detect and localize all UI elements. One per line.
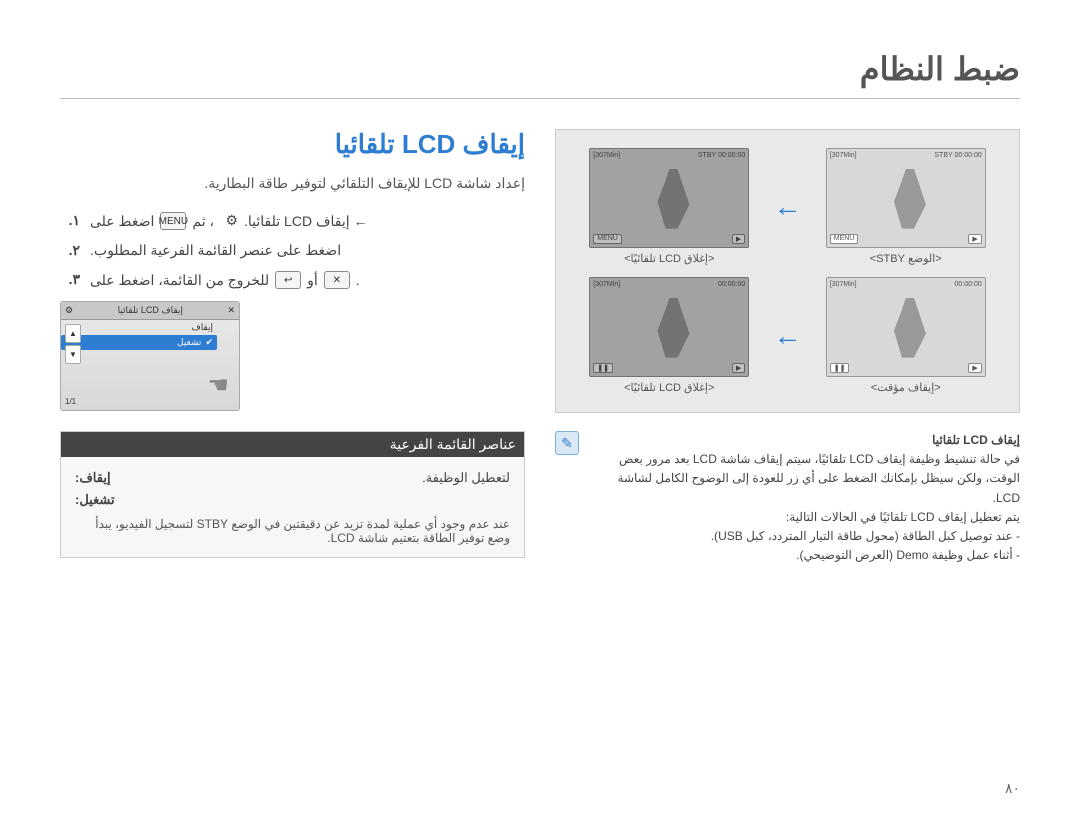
- return-icon: ↩: [275, 271, 301, 289]
- note-block: ✎ إيقاف LCD تلقائيا في حالة تنشيط وظيفة …: [555, 431, 1020, 565]
- camera-shot-dim: 00:00:00 [307Min] ▶ ❚❚: [589, 277, 749, 377]
- play-icon: ▶: [968, 234, 981, 244]
- section-intro: إعداد شاشة LCD للإيقاف التلقائي لتوفير ط…: [60, 175, 525, 192]
- step-text: ، ثم: [192, 213, 214, 230]
- page-title: ضبط النظام: [60, 50, 1020, 99]
- menu-item-on: تشغيل: [65, 337, 201, 348]
- illustration-panel: STBY 00:00:00 [307Min] ▶ MENU <الوضع STB…: [555, 129, 1020, 413]
- step-3: ٣. للخروج من القائمة، اضغط على ↩ أو ✕ .: [60, 271, 525, 289]
- caption-lcd-off: <إغلاق LCD تلقائيًا>: [574, 252, 765, 265]
- pause-icon: ❚❚: [830, 363, 850, 373]
- note-line: في حالة تنشيط وظيفة إيقاف LCD تلقائيًا، …: [618, 452, 1020, 504]
- submenu-value: لتعطيل الوظيفة.: [422, 470, 510, 486]
- arrow-icon: ←: [773, 320, 803, 352]
- submenu-value: عند عدم وجود أي عملية لمدة تزيد عن دقيقت…: [75, 517, 510, 545]
- step-number: ٢.: [60, 242, 80, 259]
- pause-icon: ❚❚: [593, 363, 613, 373]
- section-heading: إيقاف LCD تلقائيا: [60, 129, 525, 160]
- menu-screenshot: ✕ إيقاف LCD تلقائيا ⚙ ▲ ▼ إيقاف ✔ تشغيل …: [60, 301, 240, 411]
- hand-pointer-icon: ☚: [207, 371, 229, 400]
- menu-icon: MENU: [830, 234, 859, 244]
- submenu-row: تشغيل:: [75, 489, 510, 511]
- arrow-icon: ←: [773, 191, 803, 223]
- down-arrow-icon: ▼: [65, 345, 81, 364]
- camera-shot-dim: STBY 00:00:00 [307Min] ▶ MENU: [589, 148, 749, 248]
- time-label: [307Min]: [830, 152, 857, 159]
- up-arrow-icon: ▲: [65, 324, 81, 343]
- menu-button-icon: MENU: [160, 212, 186, 230]
- gear-icon: ⚙: [65, 305, 73, 316]
- submenu-label: تشغيل:: [75, 492, 115, 508]
- note-line: - أثناء عمل وظيفة Demo (العرض التوضيحي).: [796, 548, 1020, 562]
- gear-icon: ⚙: [220, 212, 238, 230]
- play-icon: ▶: [732, 363, 745, 373]
- play-icon: ▶: [968, 363, 981, 373]
- menu-close-icon: ✕: [227, 305, 235, 316]
- step-text: أو: [307, 272, 318, 289]
- step-2: ٢. اضغط على عنصر القائمة الفرعية المطلوب…: [60, 242, 525, 259]
- note-line: - عند توصيل كبل الطاقة (محول طاقة التيار…: [711, 529, 1020, 543]
- pager-text: 1/1: [65, 397, 76, 406]
- step-number: ١.: [60, 212, 80, 229]
- submenu-row: إيقاف: لتعطيل الوظيفة.: [75, 467, 510, 489]
- caption-stby: <الوضع STBY>: [811, 252, 1002, 265]
- submenu-panel: عناصر القائمة الفرعية إيقاف: لتعطيل الوظ…: [60, 431, 525, 558]
- step-1: ١. اضغط على MENU ، ثم ⚙ ← إيقاف LCD تلقا…: [60, 212, 525, 230]
- menu-title: إيقاف LCD تلقائيا: [118, 305, 183, 316]
- step-text: للخروج من القائمة، اضغط على: [90, 272, 269, 289]
- note-icon: ✎: [555, 431, 579, 455]
- submenu-header: عناصر القائمة الفرعية: [61, 432, 524, 457]
- menu-icon: MENU: [593, 234, 622, 244]
- step-text: ← إيقاف LCD تلقائيا.: [244, 213, 368, 230]
- submenu-label: إيقاف:: [75, 470, 111, 486]
- play-icon: ▶: [732, 234, 745, 244]
- step-number: ٣.: [60, 271, 80, 288]
- stby-label: STBY 00:00:00: [934, 152, 981, 159]
- camera-shot-stby: STBY 00:00:00 [307Min] ▶ MENU: [826, 148, 986, 248]
- caption-lcd-off: <إغلاق LCD تلقائيًا>: [574, 381, 765, 394]
- note-line: يتم تعطيل إيقاف LCD تلقائيًا في الحالات …: [786, 510, 1020, 524]
- check-icon: ✔: [205, 337, 213, 348]
- menu-item-off: إيقاف: [65, 322, 213, 333]
- step-text: .: [356, 272, 360, 288]
- steps-list: ١. اضغط على MENU ، ثم ⚙ ← إيقاف LCD تلقا…: [60, 212, 525, 289]
- page-number: ٨٠: [1005, 780, 1020, 797]
- note-title: إيقاف LCD تلقائيا: [932, 433, 1020, 447]
- step-text: اضغط على عنصر القائمة الفرعية المطلوب.: [90, 242, 341, 259]
- close-icon: ✕: [324, 271, 350, 289]
- camera-shot-pause: 00:00:00 [307Min] ▶ ❚❚: [826, 277, 986, 377]
- caption-pause: <إيقاف مؤقت>: [811, 381, 1002, 394]
- step-text: اضغط على: [90, 213, 154, 230]
